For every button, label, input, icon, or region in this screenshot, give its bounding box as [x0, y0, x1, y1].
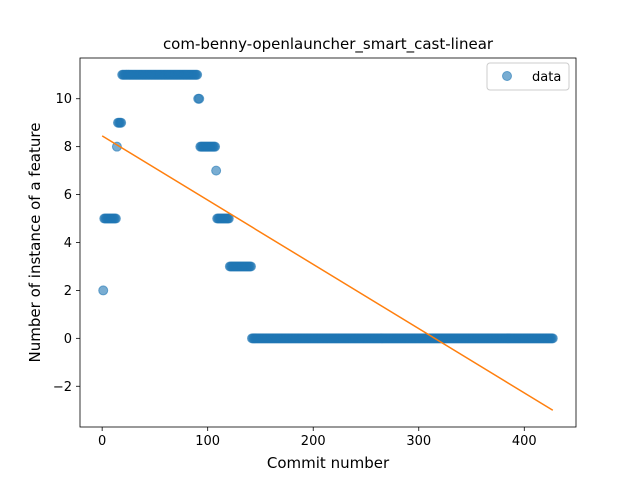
x-axis-label: Commit number — [267, 454, 390, 472]
y-tick-label: 0 — [64, 332, 72, 347]
y-tick-label: 4 — [64, 236, 72, 251]
data-point — [111, 141, 122, 152]
data-point — [245, 261, 256, 272]
y-tick-label: −2 — [53, 380, 72, 395]
x-tick-label: 400 — [512, 434, 537, 449]
y-axis-label: Number of instance of a feature — [26, 123, 44, 363]
x-tick-label: 200 — [301, 434, 326, 449]
legend: data — [486, 62, 570, 91]
y-axis-ticks: −2 0 2 4 6 8 10 — [53, 92, 80, 395]
legend-label-data: data — [532, 70, 561, 85]
plot-area — [79, 57, 577, 428]
data-point — [547, 333, 558, 344]
y-tick-label: 6 — [64, 188, 72, 203]
y-tick-label: 10 — [55, 92, 72, 107]
data-point — [210, 141, 221, 152]
legend-marker-data — [502, 71, 512, 81]
x-tick-label: 0 — [98, 434, 106, 449]
plot-background — [80, 58, 576, 427]
data-point — [116, 117, 127, 128]
y-tick-label: 2 — [64, 284, 72, 299]
fit-line-layer — [101, 135, 554, 411]
data-point — [110, 213, 121, 224]
x-tick-label: 300 — [406, 434, 431, 449]
x-axis-ticks: 0 100 200 300 400 — [98, 427, 537, 449]
data-point — [192, 69, 203, 80]
data-point — [223, 213, 234, 224]
fit-line — [101, 135, 554, 411]
chart-title: com-benny-openlauncher_smart_cast-linear — [163, 35, 494, 54]
legend-frame — [486, 62, 570, 91]
data-point — [194, 93, 205, 104]
y-tick-label: 8 — [64, 140, 72, 155]
x-tick-label: 100 — [195, 434, 220, 449]
data-point — [98, 285, 109, 296]
data-point — [211, 165, 222, 176]
data-points — [98, 69, 558, 344]
